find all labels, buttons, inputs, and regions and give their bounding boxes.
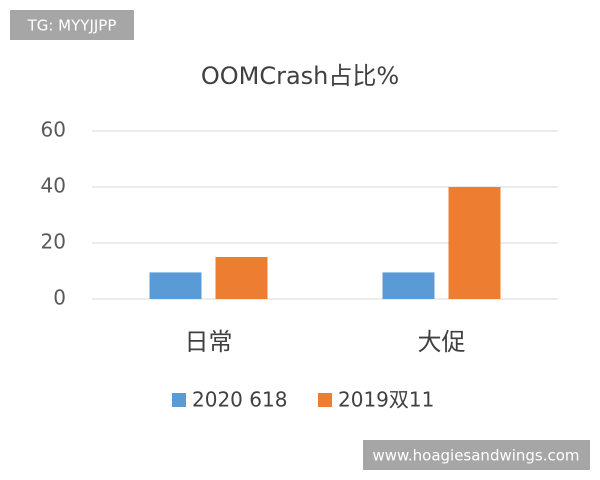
legend-swatch xyxy=(318,393,332,407)
y-tick-label: 0 xyxy=(53,286,66,310)
watermark: TG: MYYJJPP xyxy=(27,17,117,35)
x-tick-label: 大促 xyxy=(418,328,466,356)
bar xyxy=(215,257,268,299)
chart-title: OOMCrash占比% xyxy=(201,62,399,90)
y-tick-label: 20 xyxy=(41,230,66,254)
y-tick-label: 40 xyxy=(41,174,66,198)
bar xyxy=(382,272,435,299)
watermark-box xyxy=(363,440,590,470)
y-tick-label: 60 xyxy=(41,118,66,142)
watermark: www.hoagiesandwings.com xyxy=(372,447,579,465)
watermark-box xyxy=(10,10,134,40)
legend-swatch xyxy=(172,393,186,407)
x-tick-label: 日常 xyxy=(185,328,233,356)
legend-label: 2020 618 xyxy=(192,388,287,412)
bar xyxy=(149,272,202,299)
legend-label: 2019双11 xyxy=(338,388,434,412)
bar xyxy=(448,187,501,299)
